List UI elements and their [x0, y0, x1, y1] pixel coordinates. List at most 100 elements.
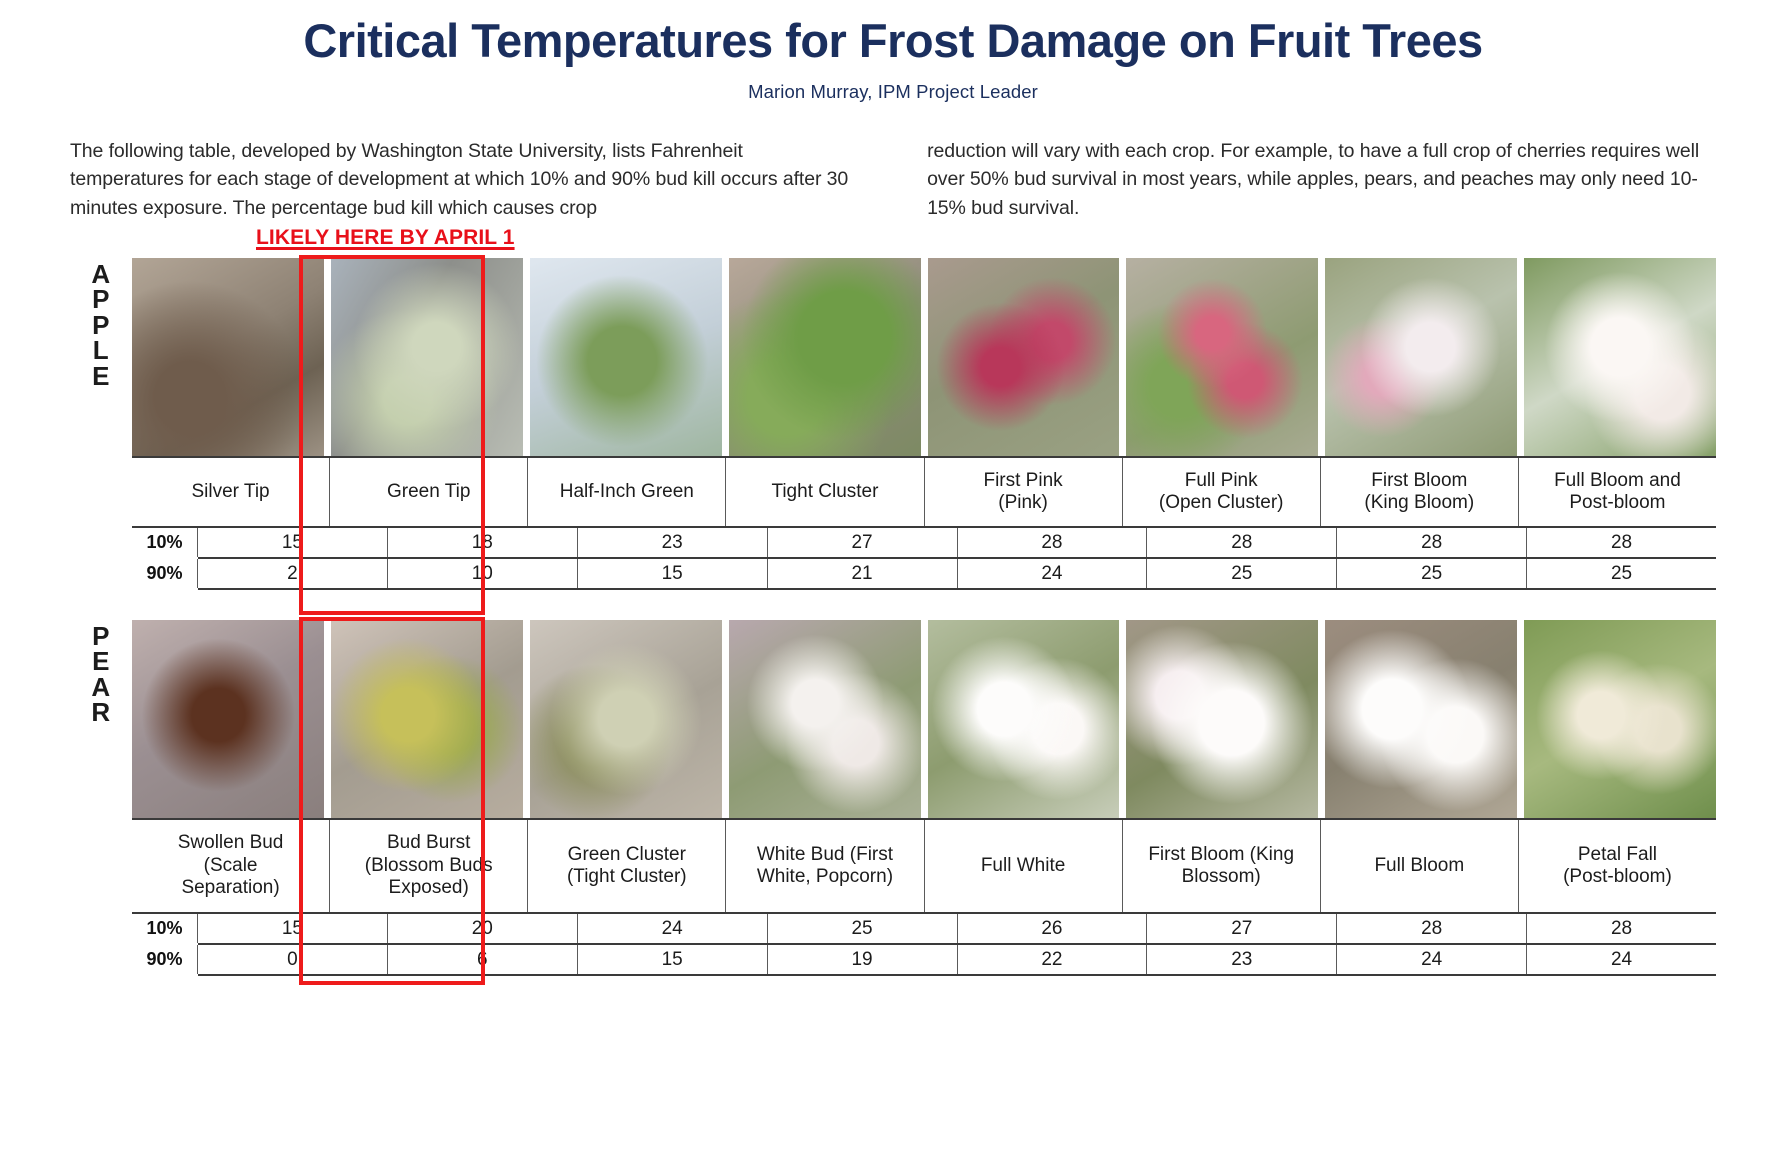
temp-cell-apple-kill90-7: 25 [1610, 562, 1633, 584]
stage-label-apple-4: First Pink (Pink) [925, 458, 1123, 526]
page-title: Critical Temperatures for Frost Damage o… [303, 14, 1483, 67]
row-header-kill10: 10% [132, 528, 198, 557]
pear-grid: Swollen Bud (Scale Separation) Bud Burst (Bl… [132, 620, 1716, 976]
apple-tight-cluster-photo [728, 258, 921, 456]
crop-label-letter: P [92, 621, 110, 651]
temp-cell-pear-kill90-2: 15 [578, 945, 768, 974]
temp-cell-apple-kill10-7: 28 [1610, 531, 1633, 553]
photo-fill [1325, 258, 1518, 456]
temp-cell-pear-kill90-4: 22 [958, 945, 1148, 974]
apple-silver-tip-photo [132, 258, 324, 456]
stage-label-pear-3: White Bud (First White, Popcorn) [726, 820, 925, 912]
temp-cell-pear-kill90-6: 24 [1337, 945, 1528, 974]
stage-label-apple-7: Full Bloom and Post-bloom [1554, 469, 1681, 513]
pear-swollen-bud-photo [132, 620, 324, 818]
apple-half-inch-green-photo [529, 258, 722, 456]
crop-label-letter: P [92, 284, 110, 315]
temp-cell-apple-kill10-6: 28 [1337, 528, 1528, 557]
temp-cell-apple-kill90-6: 25 [1337, 559, 1528, 588]
pear-full-white-photo [927, 620, 1120, 818]
stage-label-pear-2: Green Cluster (Tight Cluster) [528, 820, 727, 912]
temp-cell-apple-kill10-3: 27 [768, 528, 958, 557]
photo-fill [330, 258, 523, 456]
pear-first-bloom-photo [1126, 620, 1319, 818]
crop-label-letter: P [92, 309, 110, 340]
apple-stage-label-row: Silver Tip Green Tip Half-Inch Green Tight … [132, 456, 1716, 528]
temp-cell-pear-kill10-0: 15 [198, 914, 388, 943]
crop-label-letter: A [91, 671, 111, 702]
temp-cell-apple-kill10-5: 28 [1147, 528, 1338, 557]
apple-green-tip-photo [330, 258, 523, 456]
photo-fill [1524, 258, 1716, 456]
temp-cell-pear-kill90-1: 6 [388, 945, 578, 974]
photo-fill [1126, 620, 1319, 818]
temp-cell-pear-kill10-5: 27 [1147, 914, 1338, 943]
crop-label-letter: R [91, 697, 111, 728]
temp-cell-apple-kill10-4: 28 [958, 528, 1148, 557]
photo-fill [728, 620, 921, 818]
pear-white-bud-photo [728, 620, 921, 818]
table-row: 90% 2 10 15 21 24 25 25 25 [146, 559, 1716, 590]
table-row: 10% 15 20 24 25 26 27 28 28 [146, 914, 1716, 945]
temp-cell-apple-kill90-3: 21 [768, 559, 958, 588]
photo-fill [1126, 258, 1319, 456]
crop-label-letter: A [91, 259, 111, 289]
stage-label-apple-6: First Bloom (King Bloom) [1321, 458, 1519, 526]
temp-cell-pear-kill10-4: 26 [958, 914, 1148, 943]
temp-cell-pear-kill10-1: 20 [388, 914, 578, 943]
photo-fill [1524, 620, 1716, 818]
photo-fill [330, 620, 523, 818]
apple-photo-row [132, 258, 1716, 456]
photo-fill [529, 258, 722, 456]
frost-damage-chart-page: Critical Temperatures for Frost Damage o… [0, 10, 1786, 1161]
temp-cell-apple-kill10-2: 23 [578, 528, 768, 557]
apple-section: A P P L E Silver Tip Green Tip Half-Inch Green T… [70, 258, 1716, 590]
stage-label-apple-0: Silver Tip [132, 458, 331, 526]
photo-fill [927, 620, 1120, 818]
stage-label-apple-3: Tight Cluster [726, 458, 925, 526]
row-header-kill10: 10% [132, 914, 198, 943]
intro-paragraph-left: The following table, developed by Washin… [70, 140, 849, 219]
stage-label-pear-1: Bud Burst (Blossom Buds Exposed) [330, 820, 529, 912]
temp-cell-apple-kill90-1: 10 [388, 559, 578, 588]
photo-fill [132, 258, 324, 456]
stage-label-pear-0: Swollen Bud (Scale Separation) [132, 820, 331, 912]
photo-fill [927, 258, 1120, 456]
photo-fill [1325, 620, 1518, 818]
apple-first-bloom-photo [1325, 258, 1518, 456]
stage-label-pear-6: Full Bloom [1321, 820, 1519, 912]
temp-cell-apple-kill90-4: 24 [958, 559, 1148, 588]
photo-fill [728, 258, 921, 456]
stage-label-apple-5: Full Pink (Open Cluster) [1123, 458, 1321, 526]
pear-petal-fall-photo [1524, 620, 1716, 818]
pear-section: P E A R Swollen Bud (Scale Separation) Bud Burs… [70, 620, 1716, 976]
intro-paragraph-right: reduction will vary with each crop. For … [927, 140, 1700, 219]
pear-data-rows: 10% 15 20 24 25 26 27 28 28 90% 0 6 15 19 22 23 24 24 [146, 914, 1716, 976]
temp-cell-apple-kill10-1: 18 [388, 528, 578, 557]
temp-cell-pear-kill90-3: 19 [768, 945, 958, 974]
page-subtitle: Marion Murray, IPM Project Leader [748, 81, 1038, 103]
temp-cell-pear-kill90-5: 23 [1147, 945, 1338, 974]
crop-label-letter: L [92, 335, 110, 366]
crop-label-letter: E [92, 360, 110, 391]
temp-cell-pear-kill90-7: 24 [1610, 948, 1633, 970]
apple-first-pink-photo [927, 258, 1120, 456]
table-row: 10% 15 18 23 27 28 28 28 28 [146, 528, 1716, 559]
apple-full-pink-photo [1126, 258, 1319, 456]
crop-label-letter: E [92, 646, 110, 677]
temp-cell-pear-kill90-0: 0 [198, 945, 388, 974]
temp-cell-apple-kill10-0: 15 [198, 528, 388, 557]
april-callout-annotation: LIKELY HERE BY APRIL 1 [256, 226, 515, 249]
temp-cell-pear-kill10-7: 28 [1610, 917, 1633, 939]
pear-green-cluster-photo [529, 620, 722, 818]
temp-cell-pear-kill10-2: 24 [578, 914, 768, 943]
row-header-kill90: 90% [132, 945, 198, 974]
temp-cell-apple-kill90-0: 2 [198, 559, 388, 588]
row-header-kill90: 90% [132, 559, 198, 588]
apple-grid: Silver Tip Green Tip Half-Inch Green Tight … [132, 258, 1716, 590]
stage-label-apple-2: Half-Inch Green [528, 458, 727, 526]
table-row: 90% 0 6 15 19 22 23 24 24 [146, 945, 1716, 976]
apple-data-rows: 10% 15 18 23 27 28 28 28 28 90% 2 10 15 21 24 25 25 25 [146, 528, 1716, 590]
